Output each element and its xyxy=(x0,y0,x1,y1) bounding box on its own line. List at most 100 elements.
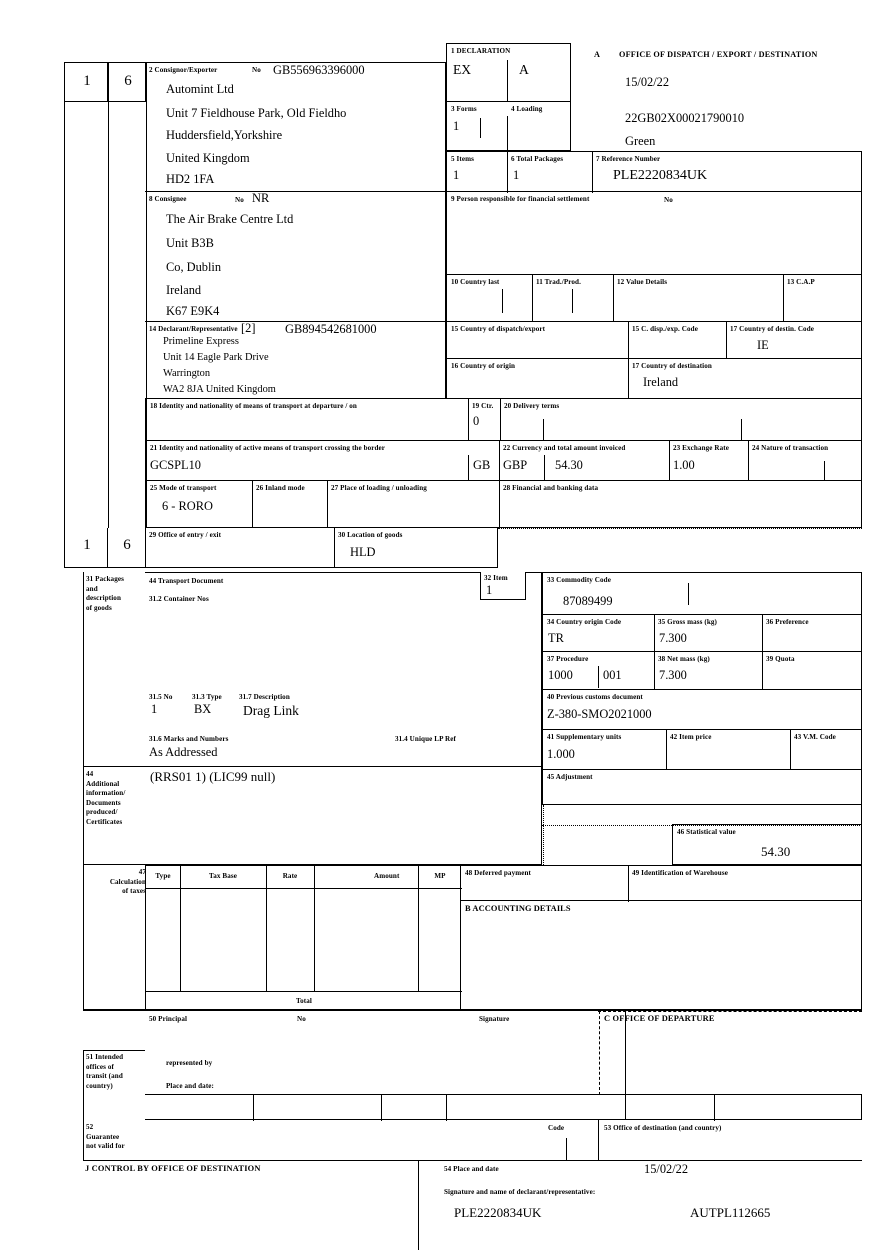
box-42-label: 42 Item price xyxy=(670,733,712,741)
box-51-div-2 xyxy=(381,1095,383,1121)
box-4-label: 4 Loading xyxy=(511,105,543,113)
box-1-type: EX xyxy=(453,62,472,77)
box-37-39-row: 37 Procedure 1000 001 38 Net mass (kg) 7… xyxy=(542,652,862,690)
box-29-30-divider xyxy=(334,528,336,568)
box-49-label: 49 Identification of Warehouse xyxy=(632,869,728,877)
box-24-tick xyxy=(824,461,826,481)
box-45-adjustment: 45 Adjustment xyxy=(542,770,862,805)
box-3-label: 3 Forms xyxy=(451,105,477,113)
box-1-subtype: A xyxy=(519,62,529,77)
box-16-17-row: 16 Country of origin 17 Country of desti… xyxy=(446,359,862,399)
box-7-value: PLE2220834UK xyxy=(613,168,708,183)
box-46-value: 54.30 xyxy=(761,844,791,859)
box-52-53-divider xyxy=(598,1120,600,1160)
box-14-address2: Warrington xyxy=(163,368,211,379)
box-54-signature-label: Signature and name of declarant/represen… xyxy=(444,1188,596,1196)
box-22-tick xyxy=(544,455,546,481)
box-15-label: 15 Country of dispatch/export xyxy=(451,325,546,333)
box-j-top-rule xyxy=(83,1160,862,1162)
box-9-label: 9 Person responsible for financial settl… xyxy=(451,195,590,203)
box-25-26-divider xyxy=(252,481,254,528)
box-50-place-date: Place and date: xyxy=(166,1082,214,1090)
box-3-4-row: 3 Forms 1 4 Loading xyxy=(446,102,571,151)
copy-number-right-box: 6 xyxy=(108,62,146,102)
box-8-consignee: 8 Consignee No NR The Air Brake Centre L… xyxy=(145,192,446,322)
box-15a-label: 15 C. disp./exp. Code xyxy=(632,325,698,333)
box-16-17-divider xyxy=(628,359,630,399)
box-j-label: J CONTROL BY OFFICE OF DESTINATION xyxy=(85,1164,261,1173)
copy-number-left-box: 1 xyxy=(64,62,108,102)
box-2-address2: Huddersfield,Yorkshire xyxy=(166,128,283,142)
box-29-label: 29 Office of entry / exit xyxy=(149,531,222,539)
box-33-label: 33 Commodity Code xyxy=(547,576,611,584)
box-53-label: 53 Office of destination (and country) xyxy=(604,1124,722,1132)
box-14-rep-code: [2] xyxy=(241,321,256,335)
box-33-tick xyxy=(688,583,690,605)
box-21-24-row: 21 Identity and nationality of active me… xyxy=(145,441,862,481)
box-51-side: 51 Intended offices of transit (and coun… xyxy=(83,1050,145,1143)
box-34-label: 34 Country origin Code xyxy=(547,618,622,626)
header-date: 15/02/22 xyxy=(625,75,670,89)
box-22-currency: GBP xyxy=(503,458,528,472)
box-46-label: 46 Statistical value xyxy=(677,828,736,836)
box-31-lpref-label: 31.4 Unique LP Ref xyxy=(395,735,456,743)
box-17a-label: 17 Country of destin. Code xyxy=(730,325,814,333)
box-14-eori: GB894542681000 xyxy=(285,322,377,336)
box-11-12-divider xyxy=(613,275,615,322)
box-14-address3: WA2 8JA United Kingdom xyxy=(163,384,276,395)
box-3-4-divider xyxy=(507,116,509,150)
left-rail-mid xyxy=(108,62,110,528)
box-11-tick xyxy=(572,289,574,313)
header-mrn: 22GB02X00021790010 xyxy=(625,111,745,125)
box-51-cells xyxy=(145,1094,626,1121)
box-51-top-rule xyxy=(83,1050,145,1052)
box-47-div-3 xyxy=(314,866,316,991)
box-54-date: 15/02/22 xyxy=(644,1162,689,1176)
box-43-label: 43 V.M. Code xyxy=(794,733,836,741)
box-2-address1: Unit 7 Fieldhouse Park, Old Fieldho xyxy=(166,106,347,120)
box-28-label: 28 Financial and banking data xyxy=(503,484,599,492)
box-10-label: 10 Country last xyxy=(451,278,500,286)
box-6-7-divider xyxy=(592,152,594,193)
box-31-side: 31 Packages and description of goods xyxy=(83,572,145,767)
box-8-postcode: K67 E9K4 xyxy=(166,304,220,318)
box-17-value: Ireland xyxy=(643,375,679,389)
box-41-label: 41 Supplementary units xyxy=(547,733,622,741)
box-54-auth: AUTPL112665 xyxy=(690,1205,771,1220)
box-52-guarantee: Code xyxy=(145,1120,598,1160)
box-34-35-divider xyxy=(654,615,656,652)
box-26-label: 26 Inland mode xyxy=(256,484,305,492)
box-1-declaration: 1 DECLARATION EX A xyxy=(446,43,571,102)
box-35-36-divider xyxy=(762,615,764,652)
box-21-value: GCSPL10 xyxy=(150,458,201,472)
box-15-15a-divider xyxy=(628,322,630,359)
box-20-tick1 xyxy=(543,419,545,440)
box-33-commodity: 33 Commodity Code 87089499 xyxy=(542,572,862,615)
copy-number-left: 1 xyxy=(83,73,91,89)
box-b-accounting: B ACCOUNTING DETAILS xyxy=(461,901,862,1010)
box-47-div-1 xyxy=(180,866,182,991)
box-31-marks-label: 31.6 Marks and Numbers xyxy=(149,735,229,743)
box-47-header-rule xyxy=(146,888,462,890)
box-33-value: 87089499 xyxy=(563,594,613,608)
box-j-54-divider xyxy=(418,1160,420,1250)
box-21-nationality: GB xyxy=(473,458,491,472)
box-47-col-rate: Rate xyxy=(282,872,298,880)
box-48-49-divider xyxy=(628,866,630,902)
box-47-total-rule xyxy=(146,991,462,993)
box-a-letter: A xyxy=(594,50,601,59)
box-12-label: 12 Value Details xyxy=(617,278,668,286)
copy-number-left-2: 1 xyxy=(83,537,91,553)
box-37-tick xyxy=(598,666,600,688)
box-47-tax-table: Type Tax Base Rate Amount MP Total xyxy=(145,865,462,1010)
box-34-36-row: 34 Country origin Code TR 35 Gross mass … xyxy=(542,615,862,652)
box-38-39-divider xyxy=(762,652,764,690)
box-19-20-divider xyxy=(500,399,502,441)
box-8-no-label: No xyxy=(235,196,244,204)
copy-number-right-2: 6 xyxy=(123,537,131,553)
box-8-no-value: NR xyxy=(252,191,270,205)
box-30-value: HLD xyxy=(350,545,376,559)
box-45-label: 45 Adjustment xyxy=(547,773,593,781)
box-47-div-4 xyxy=(418,866,420,991)
